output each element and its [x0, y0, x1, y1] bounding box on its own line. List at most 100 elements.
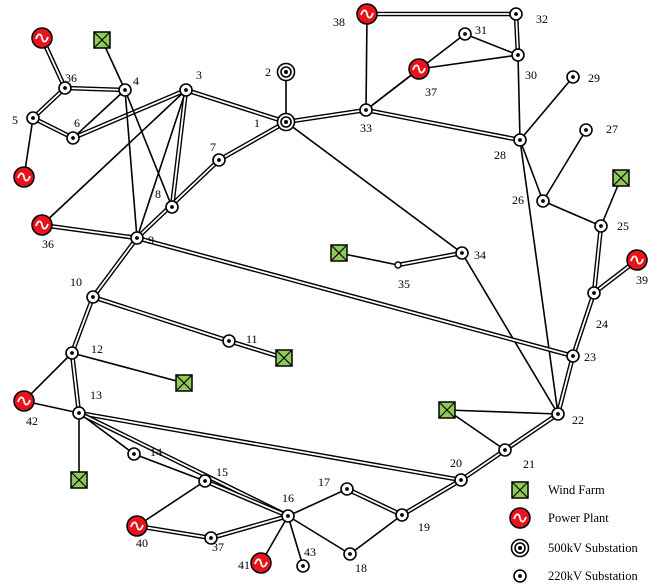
- node-label: 4: [133, 74, 139, 88]
- node-label: 3: [196, 68, 202, 82]
- line-b30-b28: [517, 54, 521, 141]
- line-b1-b7: [217, 119, 288, 163]
- node-label: 7: [210, 140, 216, 154]
- line-b16-b18: [287, 515, 351, 555]
- node-label: 17: [318, 475, 330, 489]
- line-b37-b16: [210, 513, 289, 541]
- line-b31-b30: [464, 33, 519, 56]
- node-label: 26: [512, 193, 524, 207]
- node-label: 40: [136, 536, 148, 550]
- wind-farm-icon: [438, 401, 456, 419]
- substation-icon: [498, 443, 512, 457]
- legend-label: Wind Farm: [548, 483, 605, 497]
- wind-farm-icon: [70, 471, 88, 489]
- substation-icon: [395, 508, 409, 522]
- line-b18-b19: [349, 514, 403, 555]
- line-b28-b22: [519, 139, 559, 415]
- power-plant-icon: [356, 3, 378, 25]
- line-b5-b6: [31, 115, 75, 141]
- substation-icon: [58, 81, 72, 95]
- wind-farm-icon: [612, 169, 630, 187]
- legend-label: 220kV Substation: [548, 569, 638, 583]
- line-b3-b1: [185, 87, 287, 125]
- node-label: 33: [360, 121, 372, 135]
- substation-icon: [343, 547, 357, 561]
- legend-item-plant: Power Plant: [509, 507, 609, 529]
- substation-icon: [212, 153, 226, 167]
- power-plant-icon: [126, 515, 148, 537]
- node-label: 9: [148, 233, 154, 247]
- substation-icon: [130, 231, 144, 245]
- line-b15-p8: [136, 480, 206, 527]
- substation-icon: [536, 194, 550, 208]
- line-b25-b24: [591, 225, 604, 294]
- node-label: 42: [26, 414, 38, 428]
- line-b33-b28: [365, 107, 521, 143]
- line-b1-b34: [285, 121, 463, 254]
- line-b21-w5: [446, 409, 506, 451]
- node-label: 15: [216, 465, 228, 479]
- substation-icon: [587, 286, 601, 300]
- node-label: 21: [523, 457, 535, 471]
- substation-icon: [204, 531, 218, 545]
- substation-icon: [165, 200, 179, 214]
- node-label: 34: [474, 248, 486, 262]
- power-plant-icon: [626, 249, 648, 271]
- substation-icon: [340, 482, 354, 496]
- node-label: 39: [636, 273, 648, 287]
- node-label: 27: [606, 122, 618, 136]
- line-b16-b17: [287, 488, 348, 517]
- substation-icon: [72, 406, 86, 420]
- substation-icon: [579, 123, 593, 137]
- line-b36-b4: [64, 85, 126, 93]
- legend: Wind Farm Power Plant 500kV Substation 220k…: [509, 481, 638, 583]
- legend-label: 500kV Substation: [548, 541, 638, 555]
- line-p4-b30: [418, 54, 519, 70]
- node-label: 11: [246, 332, 258, 346]
- node-label: 31: [475, 23, 487, 37]
- wind-farm-icon: [511, 481, 529, 499]
- node-label: 14: [150, 445, 162, 459]
- substation-icon: [66, 131, 80, 145]
- wind-farm-icon: [275, 349, 293, 367]
- node-label: 2: [265, 65, 271, 79]
- node-label: 6: [74, 116, 80, 130]
- line-b6-b4: [72, 89, 126, 139]
- line-b12-p7: [23, 352, 73, 402]
- substation-icon: [276, 62, 296, 82]
- node-label: 28: [494, 148, 506, 162]
- line-b13-b20: [78, 410, 462, 483]
- substation-icon: [222, 334, 236, 348]
- line-b22-b23: [555, 355, 576, 415]
- line-p8-b37: [136, 523, 212, 541]
- substation-icon: [86, 290, 100, 304]
- line-b15-b16: [204, 478, 289, 519]
- wind-farm-icon: [330, 244, 348, 262]
- wind-farm-icon: [175, 374, 193, 392]
- line-b9-b10: [91, 236, 139, 299]
- transmission-lines: [23, 11, 639, 567]
- power-plant-icon: [509, 507, 531, 529]
- substation-icon: [566, 349, 580, 363]
- line-b11-w3: [228, 338, 285, 361]
- line-b19-b20: [400, 478, 463, 517]
- wind-farm-icon: [93, 31, 111, 49]
- line-b10-b11: [92, 294, 230, 344]
- substation-icon: [26, 111, 40, 125]
- node-label: 13: [90, 388, 102, 402]
- line-b35-b34: [397, 250, 463, 268]
- power-plant-icon: [13, 390, 35, 412]
- line-b3-b9: [136, 89, 187, 239]
- line-b34-b22: [461, 252, 559, 415]
- line-b26-b25: [542, 200, 602, 227]
- node-label: 16: [282, 491, 294, 505]
- node-label: 5: [12, 113, 18, 127]
- substation-icon: [65, 346, 79, 360]
- node-label: 8: [155, 187, 161, 201]
- substation-icon: [513, 569, 527, 583]
- power-plant-icon: [250, 552, 272, 574]
- line-w2-b35: [338, 252, 399, 266]
- node-label: 20: [450, 456, 462, 470]
- substation-icon: [296, 559, 310, 573]
